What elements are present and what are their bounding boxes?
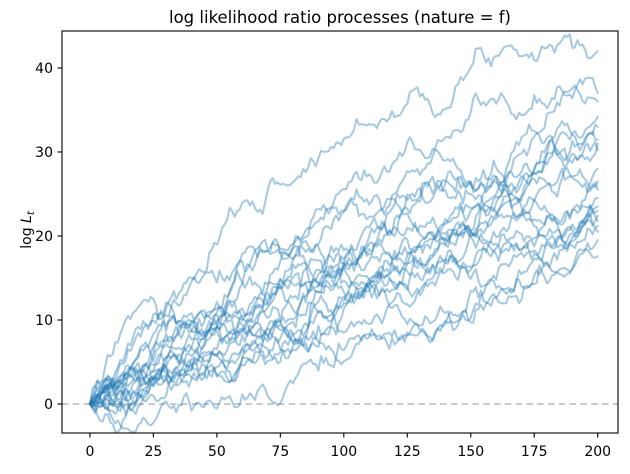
llr-path-13 [88,203,599,405]
x-tick-label: 150 [457,444,484,460]
llr-path-16 [88,213,599,405]
llr-path-2 [88,84,599,415]
x-tick-label: 125 [394,444,421,460]
llr-path-14 [88,208,599,409]
llr-path-4 [88,123,599,433]
llr-path-11 [88,197,599,406]
llr-path-5 [88,120,599,405]
axes-group [61,30,619,434]
x-tick-label: 175 [521,444,548,460]
x-tick-label: 100 [330,444,357,460]
llr-path-1 [88,76,599,408]
chart-title: log likelihood ratio processes (nature =… [169,8,511,27]
llr-path-7 [88,123,599,415]
llr-paths-group [88,33,599,433]
axes-spines [61,30,619,434]
y-tick-label: 40 [35,61,53,77]
ticks-group: 0 25 50 75 100 125 150 175 200 0 10 20 30 40 [35,61,611,460]
y-tick-label: 20 [35,229,53,245]
x-tick-label: 0 [85,444,94,460]
llr-path-10 [88,136,599,405]
llr-path-12 [88,205,599,405]
y-tick-label: 30 [35,145,53,161]
llr-path-6 [88,142,599,405]
llr-path-19 [88,248,599,412]
x-tick-label: 50 [208,444,226,460]
llr-path-15 [88,198,599,405]
llr-path-18 [88,239,599,433]
x-tick-label: 75 [271,444,289,460]
llr-path-3 [88,115,599,408]
y-axis-label: log Lt [19,210,37,249]
y-axis-label-group: log Lt [19,210,37,249]
x-tick-label: 200 [584,444,611,460]
x-tick-label: 25 [144,444,162,460]
y-tick-label: 0 [44,397,53,413]
llr-path-8 [88,167,599,408]
llr-path-17 [88,227,599,416]
llr-path-0 [88,33,599,405]
llr-path-9 [88,167,599,405]
y-tick-label: 10 [35,313,53,329]
